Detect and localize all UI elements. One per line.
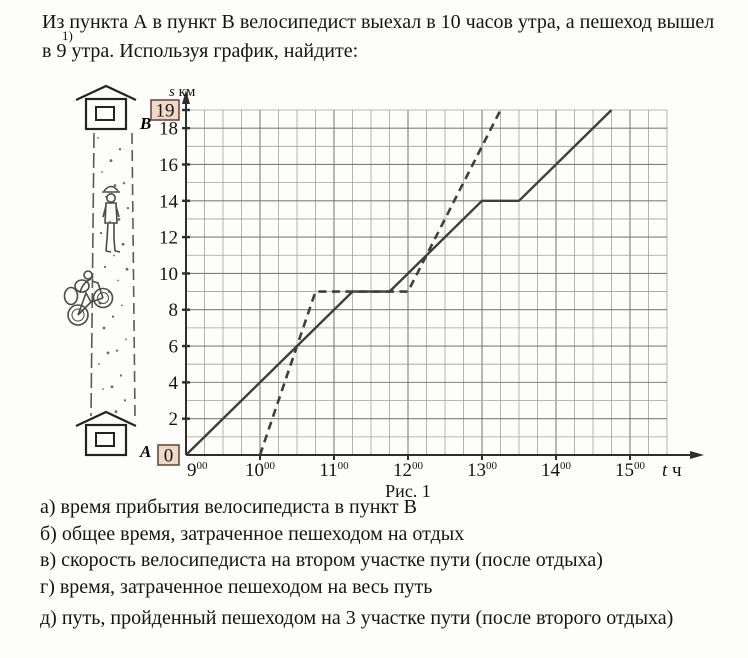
- point-b-label: B: [139, 114, 151, 133]
- problem-statement: 1) Из пункта А в пункт В велосипедист вы…: [42, 8, 718, 66]
- figure-caption: Рис. 1: [385, 481, 431, 501]
- y-tick-label: 4: [169, 373, 179, 394]
- x-tick-label: 1500: [615, 460, 646, 481]
- problem-number: 1): [62, 28, 73, 43]
- chart-svg: 18 16 14 12 10 8 6 4 2 19 0 900 1000 1100 1200 1300 1400…: [150, 84, 704, 501]
- question-item: г) время, затраченное пешеходом на весь …: [40, 575, 433, 598]
- x-tick-label: 1400: [541, 460, 572, 481]
- x-tick-label: 1200: [393, 460, 424, 481]
- y-tick-label: 12: [159, 228, 178, 249]
- boxed-y-label: 0: [164, 446, 174, 467]
- questions-list: а) время прибытия велосипедиста в пункт …: [40, 494, 688, 632]
- road-gravel-dots: [97, 137, 130, 414]
- boxed-y-label-bg: [150, 99, 180, 121]
- x-tick-label: 1100: [319, 460, 349, 481]
- cyclist-icon: [63, 270, 114, 326]
- x-tick-label: 1300: [467, 460, 498, 481]
- y-tick-label: 6: [169, 337, 179, 358]
- x-tick-label: 900: [187, 460, 208, 481]
- series-пешеход: [185, 109, 613, 456]
- problem-text: Из пункта А в пункт В велосипедист выеха…: [42, 11, 715, 62]
- question-item: б) общее время, затраченное пешеходом на…: [40, 522, 465, 545]
- y-tick-label: 10: [159, 264, 178, 285]
- boxed-y-label: 19: [156, 101, 175, 122]
- road-illustration: B A: [63, 84, 151, 461]
- pedestrian-icon: [102, 185, 121, 253]
- question-item: а) время прибытия велосипедиста в пункт …: [40, 496, 417, 518]
- series-велосипедист: [258, 109, 502, 456]
- distance-time-chart: 18 16 14 12 10 8 6 4 2 19 0 900 1000 1100 1200 1300 1400…: [150, 80, 710, 515]
- y-tick-label: 18: [159, 119, 178, 140]
- y-axis-arrow: [182, 90, 190, 104]
- house-icon-a: [75, 410, 137, 457]
- y-axis-title: s км: [169, 84, 196, 100]
- x-axis-title: t ч: [662, 460, 682, 481]
- point-a-label: A: [139, 442, 151, 461]
- y-tick-label: 2: [169, 409, 179, 430]
- question-item: д) путь, пройденный пешеходом на 3 участ…: [40, 607, 674, 629]
- y-tick-label: 8: [169, 300, 179, 321]
- y-tick-label: 14: [159, 191, 179, 212]
- question-item: в) скорость велосипедиста на втором учас…: [40, 549, 603, 571]
- road: [90, 132, 136, 417]
- house-icon-b: [75, 84, 137, 131]
- boxed-y-label-bg: [157, 444, 180, 466]
- x-tick-label: 1000: [245, 460, 276, 481]
- x-axis-arrow: [690, 451, 704, 459]
- y-tick-label: 16: [159, 155, 178, 176]
